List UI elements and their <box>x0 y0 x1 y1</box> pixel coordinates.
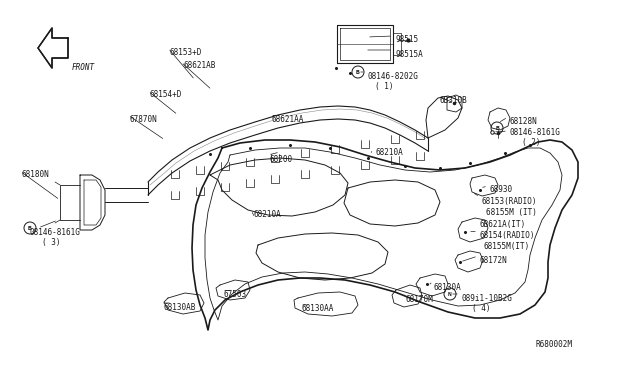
Text: R680002M: R680002M <box>535 340 572 349</box>
Text: 68621AB: 68621AB <box>183 61 216 70</box>
Circle shape <box>491 122 503 134</box>
Text: 08146-8202G: 08146-8202G <box>368 72 419 81</box>
Circle shape <box>352 66 364 78</box>
Text: 68130AB: 68130AB <box>163 303 195 312</box>
Text: N: N <box>448 292 452 296</box>
Text: 6B621A(IT): 6B621A(IT) <box>480 220 526 229</box>
Text: 68154(RADIO): 68154(RADIO) <box>480 231 536 240</box>
Text: 68200: 68200 <box>270 155 293 164</box>
Text: 089i1-10B2G: 089i1-10B2G <box>462 294 513 303</box>
Text: FRONT: FRONT <box>72 63 95 72</box>
Text: ( 2): ( 2) <box>522 138 541 147</box>
Text: 68153(RADIO): 68153(RADIO) <box>482 197 538 206</box>
Circle shape <box>444 288 456 300</box>
Text: 68130AA: 68130AA <box>302 304 334 313</box>
Text: 68172N: 68172N <box>480 256 508 265</box>
Text: 68210A: 68210A <box>375 148 403 157</box>
Circle shape <box>24 222 36 234</box>
Text: ( 4): ( 4) <box>472 304 490 313</box>
Text: 68930: 68930 <box>490 185 513 194</box>
Text: 98515A: 98515A <box>395 50 423 59</box>
Text: 68128N: 68128N <box>510 117 538 126</box>
Text: 68154+D: 68154+D <box>150 90 182 99</box>
Text: B: B <box>28 225 32 231</box>
Text: 08146-8161G: 08146-8161G <box>510 128 561 137</box>
Text: 68621AA: 68621AA <box>272 115 305 124</box>
Text: 68170M: 68170M <box>406 295 434 304</box>
Text: 68130A: 68130A <box>433 283 461 292</box>
Text: B: B <box>495 125 499 131</box>
Text: 68155M (IT): 68155M (IT) <box>486 208 537 217</box>
Text: 67870N: 67870N <box>130 115 157 124</box>
Text: 08146-8161G: 08146-8161G <box>30 228 81 237</box>
Text: 68210A: 68210A <box>253 210 281 219</box>
Polygon shape <box>38 28 68 68</box>
Text: B: B <box>356 70 360 74</box>
Text: 67503: 67503 <box>224 290 247 299</box>
Text: ( 3): ( 3) <box>42 238 61 247</box>
Text: ( 1): ( 1) <box>375 82 394 91</box>
Text: 68153+D: 68153+D <box>170 48 202 57</box>
Text: 6B310B: 6B310B <box>440 96 468 105</box>
Text: 98515: 98515 <box>395 35 418 44</box>
Text: 68180N: 68180N <box>22 170 50 179</box>
Text: 68155M(IT): 68155M(IT) <box>484 242 531 251</box>
